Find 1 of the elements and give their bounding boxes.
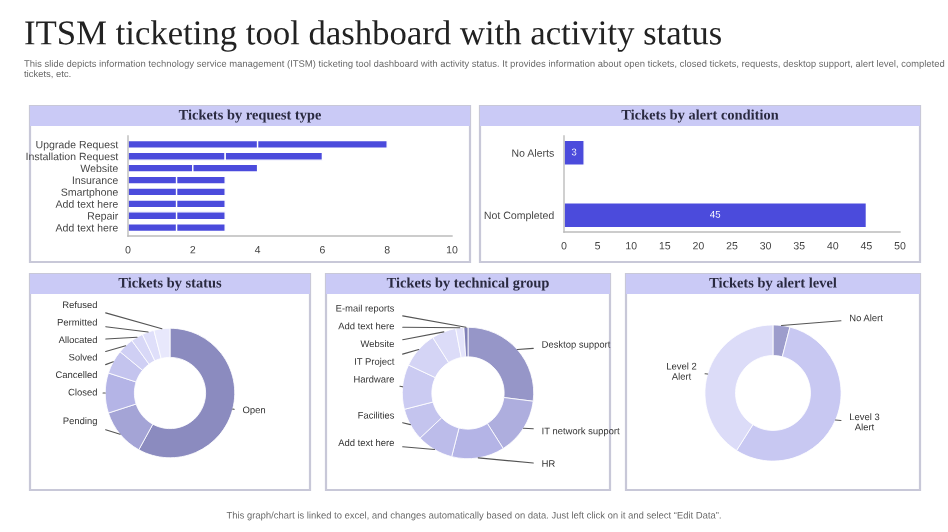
text: ITSM ticketing tool dashboard with activity status [25, 20, 721, 52]
